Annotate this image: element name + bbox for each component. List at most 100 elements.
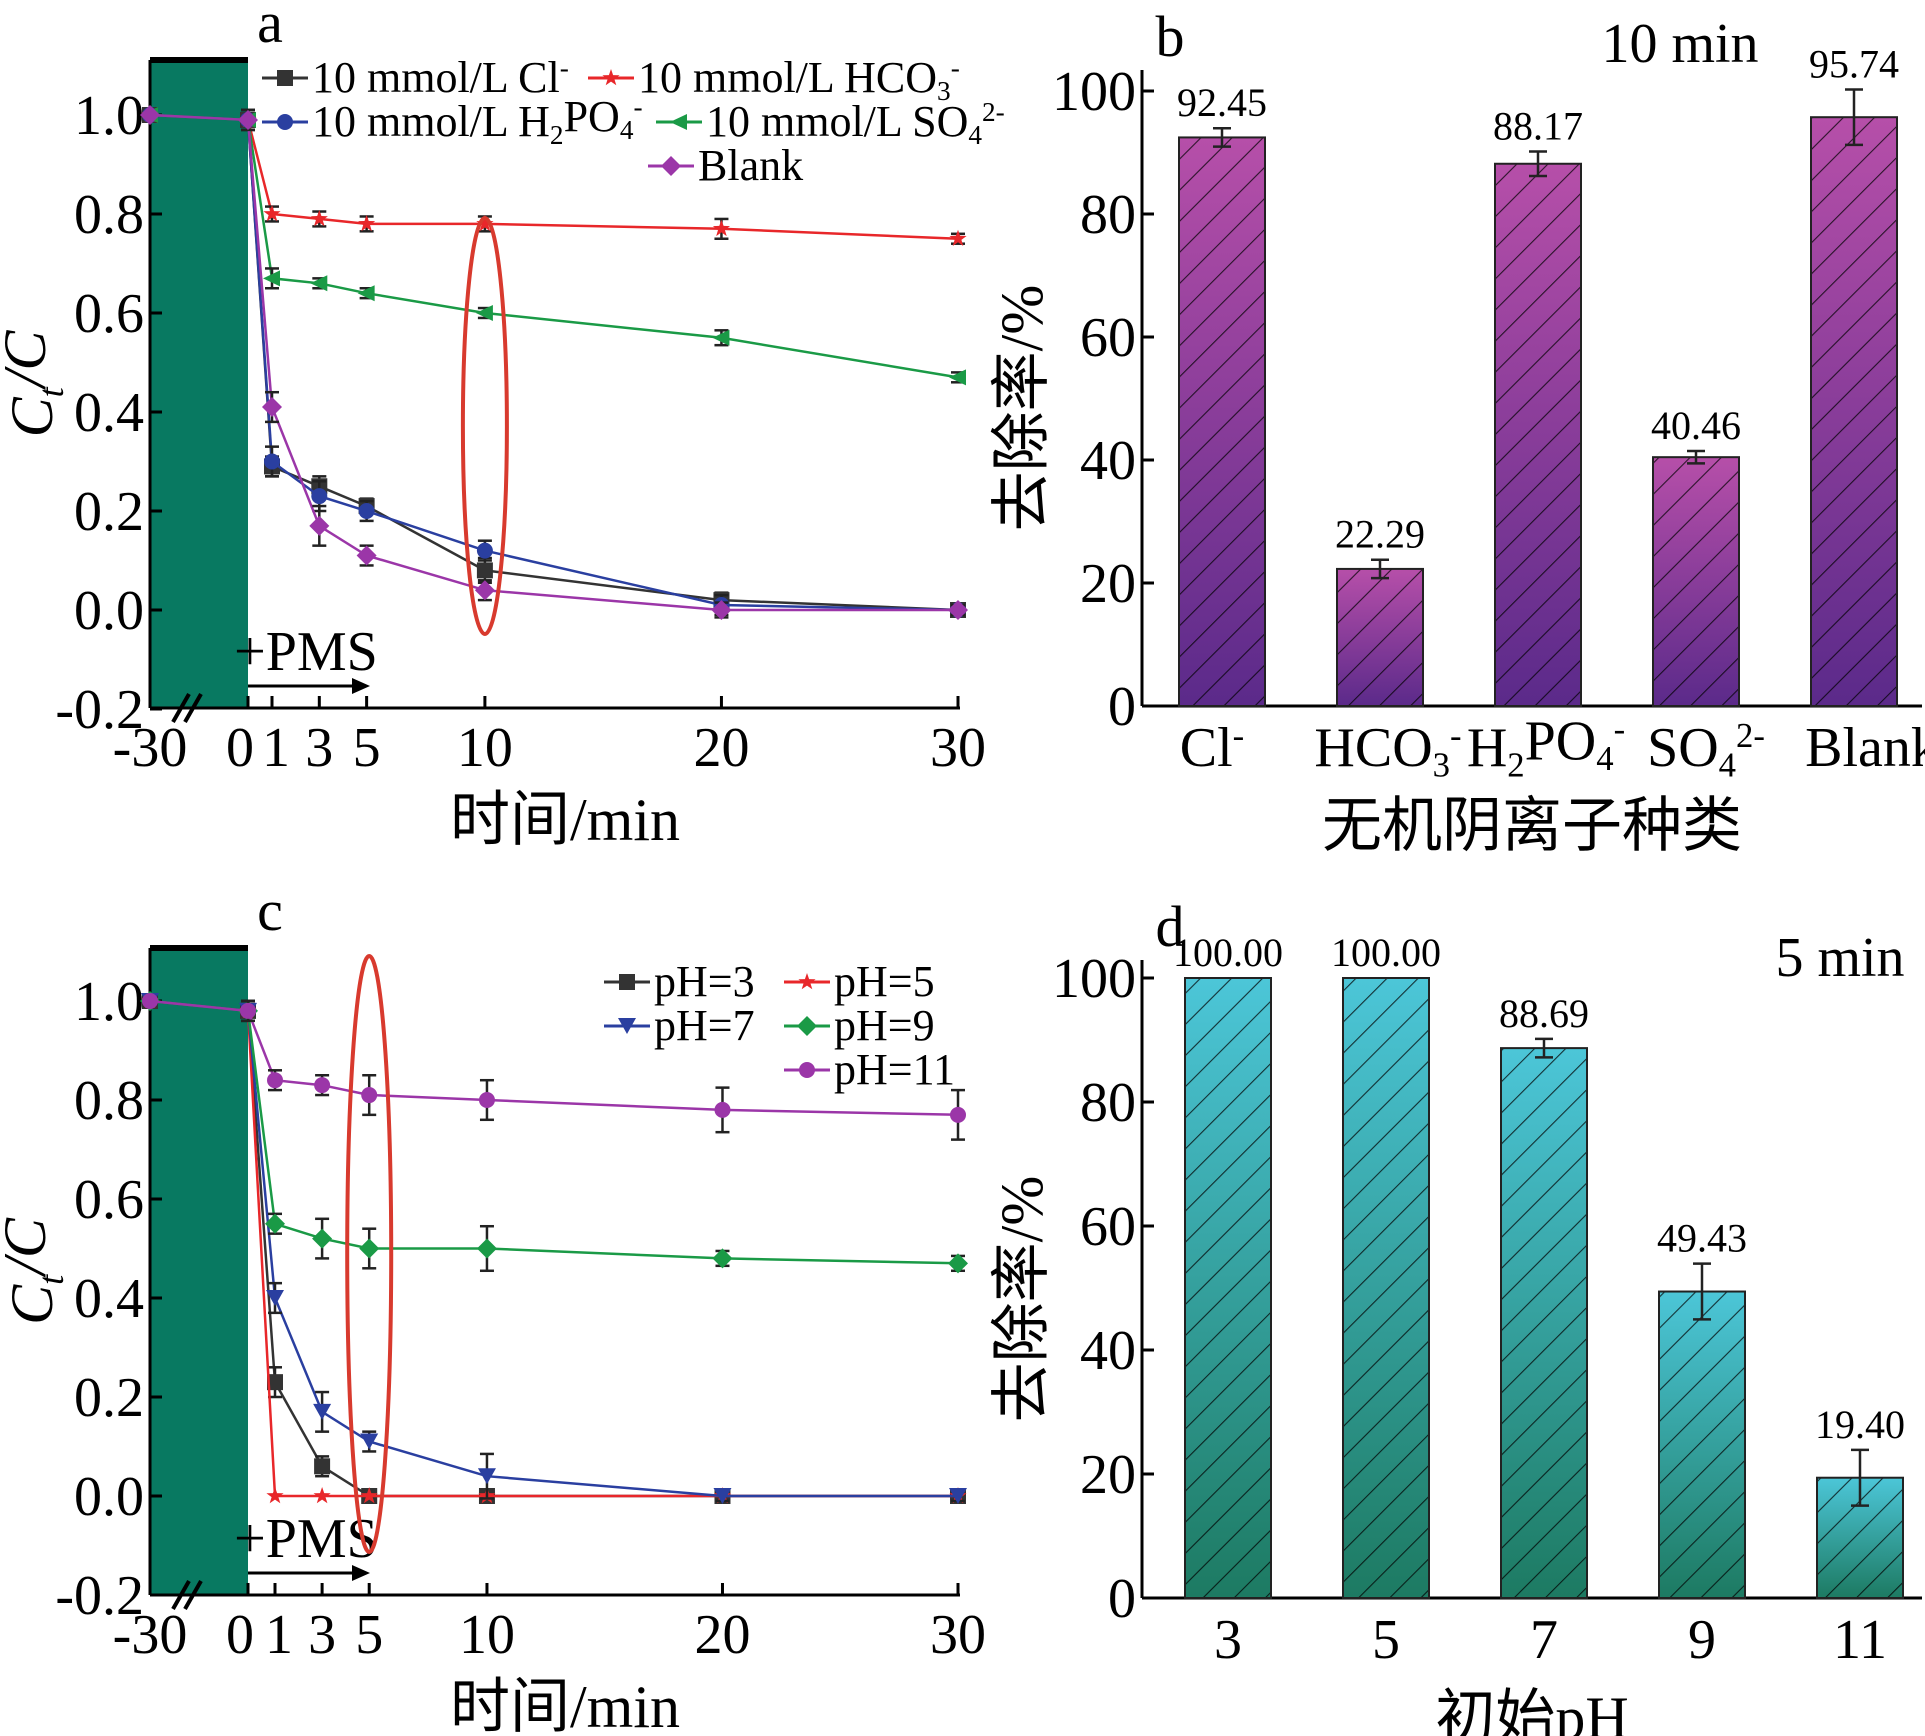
panel-label: b	[1156, 4, 1185, 69]
circle-marker	[477, 543, 493, 559]
x-tick-label: 3	[308, 1604, 336, 1666]
y-axis-label: 去除率/%	[989, 285, 1055, 532]
square-marker	[277, 70, 293, 86]
x-tick-label: H2PO4-	[1467, 710, 1625, 785]
data-label: 22.29	[1335, 512, 1425, 557]
x-tick-label: 1	[262, 717, 290, 779]
x-tick-label: 0	[226, 1604, 254, 1666]
y-axis-label: 去除率/%	[989, 1176, 1055, 1423]
chart-title: 5 min	[1775, 927, 1904, 989]
circle-marker	[361, 1087, 377, 1103]
diamond-marker	[262, 397, 282, 417]
panel-label: d	[1156, 894, 1185, 959]
series-line	[150, 115, 958, 610]
y-tick-label: 0.8	[74, 1070, 144, 1132]
bar-hatch	[1337, 569, 1423, 706]
y-tick-label: 0.4	[74, 382, 144, 444]
triangle-marker	[670, 114, 687, 130]
y-tick-label: 1.0	[74, 85, 144, 147]
figure: -0.20.00.20.40.60.81.0-30 0 1 3 5 10 20 30时间/mi…	[0, 0, 1925, 1736]
legend-label: pH=11	[834, 1045, 955, 1094]
x-tick-label: Cl-	[1180, 716, 1244, 779]
x-tick-label: 3	[1214, 1609, 1242, 1671]
series-line	[150, 115, 958, 610]
legend-entry: pH=3	[604, 957, 755, 1006]
diamond-marker	[797, 1016, 817, 1036]
bar-group: 22.29 HCO3-	[1314, 512, 1461, 785]
data-label: 95.74	[1809, 42, 1899, 87]
diamond-marker	[312, 1229, 332, 1249]
legend-entry: pH=9	[784, 1001, 935, 1050]
diamond-marker	[357, 546, 377, 566]
diamond-marker	[661, 156, 681, 176]
x-tick-label: 20	[693, 717, 749, 779]
circle-marker	[142, 993, 158, 1009]
x-tick-label: 20	[694, 1604, 750, 1666]
y-axis-label: Ct/C	[0, 1217, 71, 1325]
x-tick-label: 5	[355, 1604, 383, 1666]
x-tick-label: -30	[113, 1604, 188, 1666]
circle-marker	[277, 114, 293, 130]
bar-hatch	[1501, 1048, 1587, 1598]
legend-entry: 10 mmol/L Cl-	[262, 53, 569, 102]
triangle-marker	[313, 1404, 331, 1420]
y-tick-label: 100	[1052, 948, 1136, 1010]
data-label: 92.45	[1177, 80, 1267, 125]
x-tick-label: 10	[459, 1604, 515, 1666]
data-label: 19.40	[1815, 1402, 1905, 1447]
y-tick-label: 20	[1080, 1444, 1136, 1506]
legend-label: pH=5	[834, 957, 935, 1006]
x-tick-label: 10	[457, 717, 513, 779]
bar-hatch	[1343, 978, 1429, 1598]
legend-entry: pH=7	[604, 1001, 755, 1050]
pms-annotation: +PMS	[234, 1508, 378, 1570]
x-tick-label: 5	[353, 717, 381, 779]
bar-group: 19.40 11	[1815, 1402, 1905, 1671]
pre-pms-period-block	[150, 60, 248, 708]
data-label: 49.43	[1657, 1216, 1747, 1261]
legend-entry: pH=5	[784, 957, 935, 1006]
y-tick-label: 80	[1080, 1072, 1136, 1134]
x-tick-label: 3	[305, 717, 333, 779]
bar-group: 100.00 3	[1173, 930, 1283, 1671]
circle-marker	[479, 1092, 495, 1108]
data-label: 100.00	[1331, 930, 1441, 975]
legend-label: pH=7	[654, 1001, 755, 1050]
panel-c-line-chart: -0.2 0.0 0.2 0.4 0.6 0.8 1.0 -30 0 1 3 5 10 20 30 时间/mi…	[0, 878, 986, 1736]
bar-group: 88.697	[1499, 991, 1589, 1671]
circle-marker	[359, 503, 375, 519]
bar-hatch	[1653, 457, 1739, 706]
x-axis-label: 无机阴离子种类	[1322, 793, 1742, 859]
bar-group: 49.439	[1657, 1216, 1747, 1671]
y-tick-label: 80	[1080, 184, 1136, 246]
diamond-marker	[477, 1239, 497, 1259]
bar-hatch	[1659, 1292, 1745, 1598]
x-tick-label: Blank	[1805, 717, 1925, 779]
y-tick-label: 60	[1080, 307, 1136, 369]
diamond-marker	[359, 1239, 379, 1259]
bar-group: 88.17H2PO4-	[1467, 103, 1625, 784]
legend-label: 10 mmol/L Cl-	[312, 53, 569, 102]
y-tick-label: 0	[1108, 676, 1136, 738]
legend-label: pH=9	[834, 1001, 935, 1050]
pre-pms-period-block	[150, 948, 248, 1595]
series-line	[150, 115, 958, 377]
circle-marker	[799, 1062, 815, 1078]
bar-group: 40.46 SO42-	[1647, 403, 1765, 784]
x-axis-label: 初始pH	[1435, 1685, 1628, 1736]
y-tick-label: 100	[1052, 61, 1136, 123]
circle-marker	[267, 1072, 283, 1088]
circle-marker	[314, 1077, 330, 1093]
legend-entry: Blank	[648, 141, 803, 190]
bar-group: 95.74 Blank	[1805, 42, 1925, 779]
data-label: 40.46	[1651, 403, 1741, 448]
x-axis-label: 时间/min	[450, 1674, 680, 1736]
x-tick-label: 0	[226, 717, 254, 779]
x-tick-label: SO42-	[1647, 716, 1765, 785]
y-tick-label: 0.4	[74, 1268, 144, 1330]
chart-title: 10 min	[1601, 13, 1758, 75]
data-label: 100.00	[1173, 930, 1283, 975]
y-tick-label: 0.8	[74, 184, 144, 246]
bar-hatch	[1495, 164, 1581, 706]
y-tick-label: 40	[1080, 1320, 1136, 1382]
